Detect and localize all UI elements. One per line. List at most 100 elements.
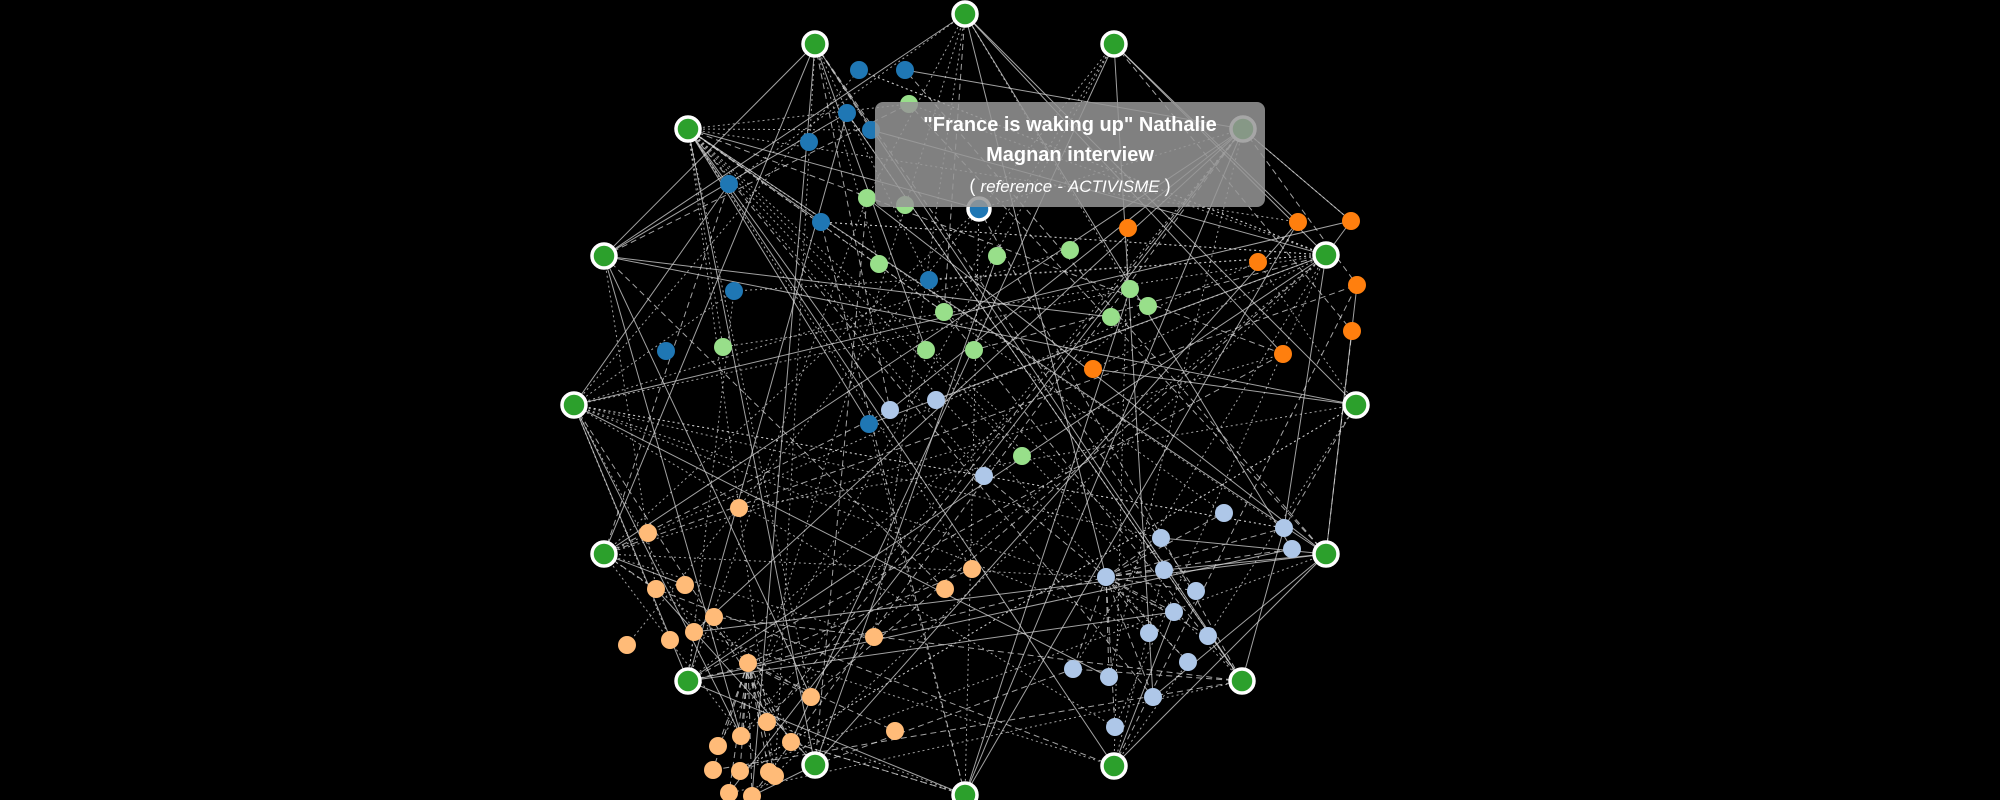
dark-blue-node[interactable] bbox=[725, 282, 743, 300]
light-orange-node[interactable] bbox=[732, 727, 750, 745]
light-blue-node[interactable] bbox=[1283, 540, 1301, 558]
orange-node[interactable] bbox=[1343, 322, 1361, 340]
hub-node[interactable] bbox=[560, 391, 588, 419]
light-orange-node[interactable] bbox=[709, 737, 727, 755]
graph-edge bbox=[1072, 576, 1107, 670]
light-blue-node[interactable] bbox=[975, 467, 993, 485]
light-green-node[interactable] bbox=[1102, 308, 1120, 326]
dark-blue-node[interactable] bbox=[657, 342, 675, 360]
light-blue-node[interactable] bbox=[1106, 718, 1124, 736]
light-blue-node[interactable] bbox=[1187, 582, 1205, 600]
orange-node[interactable] bbox=[1119, 219, 1137, 237]
light-orange-node[interactable] bbox=[730, 499, 748, 517]
light-orange-node[interactable] bbox=[758, 713, 776, 731]
tooltip-category: ACTIVISME bbox=[1067, 177, 1160, 196]
graph-edge bbox=[733, 254, 1327, 292]
hub-node[interactable] bbox=[1228, 667, 1256, 695]
light-orange-node[interactable] bbox=[639, 524, 657, 542]
graph-nodes[interactable] bbox=[560, 0, 1370, 800]
light-orange-node[interactable] bbox=[886, 722, 904, 740]
light-orange-node[interactable] bbox=[936, 580, 954, 598]
light-green-node[interactable] bbox=[1121, 280, 1139, 298]
light-orange-node[interactable] bbox=[731, 762, 749, 780]
light-orange-node[interactable] bbox=[802, 688, 820, 706]
light-orange-node[interactable] bbox=[782, 733, 800, 751]
hub-node[interactable] bbox=[590, 242, 618, 270]
orange-node[interactable] bbox=[1084, 360, 1102, 378]
light-green-node[interactable] bbox=[988, 247, 1006, 265]
light-blue-node[interactable] bbox=[1165, 603, 1183, 621]
hub-node[interactable] bbox=[1312, 540, 1340, 568]
graph-edge bbox=[964, 288, 1131, 796]
hub-node[interactable] bbox=[951, 0, 979, 28]
light-blue-node[interactable] bbox=[1152, 529, 1170, 547]
light-blue-node[interactable] bbox=[1100, 668, 1118, 686]
dark-blue-node[interactable] bbox=[860, 415, 878, 433]
hub-node[interactable] bbox=[951, 781, 979, 800]
light-green-node[interactable] bbox=[1061, 241, 1079, 259]
light-orange-node[interactable] bbox=[647, 580, 665, 598]
hub-node[interactable] bbox=[674, 667, 702, 695]
hub-node[interactable] bbox=[801, 751, 829, 779]
orange-node[interactable] bbox=[1348, 276, 1366, 294]
light-orange-node[interactable] bbox=[743, 787, 761, 800]
light-blue-node[interactable] bbox=[927, 391, 945, 409]
graph-edge bbox=[687, 611, 1175, 682]
light-orange-node[interactable] bbox=[685, 623, 703, 641]
light-blue-node[interactable] bbox=[1199, 627, 1217, 645]
light-orange-node[interactable] bbox=[676, 576, 694, 594]
graph-edge bbox=[603, 183, 730, 555]
light-green-node[interactable] bbox=[935, 303, 953, 321]
light-green-node[interactable] bbox=[965, 341, 983, 359]
hub-node[interactable] bbox=[590, 540, 618, 568]
graph-edge bbox=[983, 475, 1107, 578]
dark-blue-node[interactable] bbox=[812, 213, 830, 231]
light-blue-node[interactable] bbox=[1097, 568, 1115, 586]
orange-node[interactable] bbox=[1342, 212, 1360, 230]
light-blue-node[interactable] bbox=[881, 401, 899, 419]
hub-node[interactable] bbox=[1312, 241, 1340, 269]
graph-edge bbox=[603, 553, 875, 638]
graph-edge bbox=[1105, 576, 1116, 728]
hub-node[interactable] bbox=[1100, 30, 1128, 58]
light-green-node[interactable] bbox=[1139, 297, 1157, 315]
light-orange-node[interactable] bbox=[618, 636, 636, 654]
dark-blue-node[interactable] bbox=[850, 61, 868, 79]
hub-node[interactable] bbox=[674, 115, 702, 143]
light-orange-node[interactable] bbox=[720, 784, 738, 800]
light-orange-node[interactable] bbox=[963, 560, 981, 578]
dark-blue-node[interactable] bbox=[720, 175, 738, 193]
light-orange-node[interactable] bbox=[661, 631, 679, 649]
light-green-node[interactable] bbox=[870, 255, 888, 273]
dark-blue-node[interactable] bbox=[800, 133, 818, 151]
hub-node[interactable] bbox=[1342, 391, 1370, 419]
light-orange-node[interactable] bbox=[705, 608, 723, 626]
graph-edge bbox=[687, 290, 735, 682]
light-blue-node[interactable] bbox=[1155, 561, 1173, 579]
orange-node[interactable] bbox=[1274, 345, 1292, 363]
light-orange-node[interactable] bbox=[739, 654, 757, 672]
hub-node[interactable] bbox=[1100, 752, 1128, 780]
orange-node[interactable] bbox=[1289, 213, 1307, 231]
dark-blue-node[interactable] bbox=[838, 104, 856, 122]
light-blue-node[interactable] bbox=[1064, 660, 1082, 678]
light-blue-node[interactable] bbox=[1275, 519, 1293, 537]
dark-blue-node[interactable] bbox=[896, 61, 914, 79]
graph-edge bbox=[747, 662, 768, 723]
light-orange-node[interactable] bbox=[865, 628, 883, 646]
orange-node[interactable] bbox=[1249, 253, 1267, 271]
light-green-node[interactable] bbox=[1013, 447, 1031, 465]
light-blue-node[interactable] bbox=[1215, 504, 1233, 522]
light-orange-node[interactable] bbox=[766, 767, 784, 785]
light-blue-node[interactable] bbox=[1179, 653, 1197, 671]
graph-edge bbox=[738, 404, 1357, 509]
light-green-node[interactable] bbox=[858, 189, 876, 207]
dark-blue-node[interactable] bbox=[920, 271, 938, 289]
light-green-node[interactable] bbox=[917, 341, 935, 359]
light-blue-node[interactable] bbox=[1140, 624, 1158, 642]
light-blue-node[interactable] bbox=[1144, 688, 1162, 706]
light-green-node[interactable] bbox=[714, 338, 732, 356]
hub-node[interactable] bbox=[801, 30, 829, 58]
light-orange-node[interactable] bbox=[704, 761, 722, 779]
